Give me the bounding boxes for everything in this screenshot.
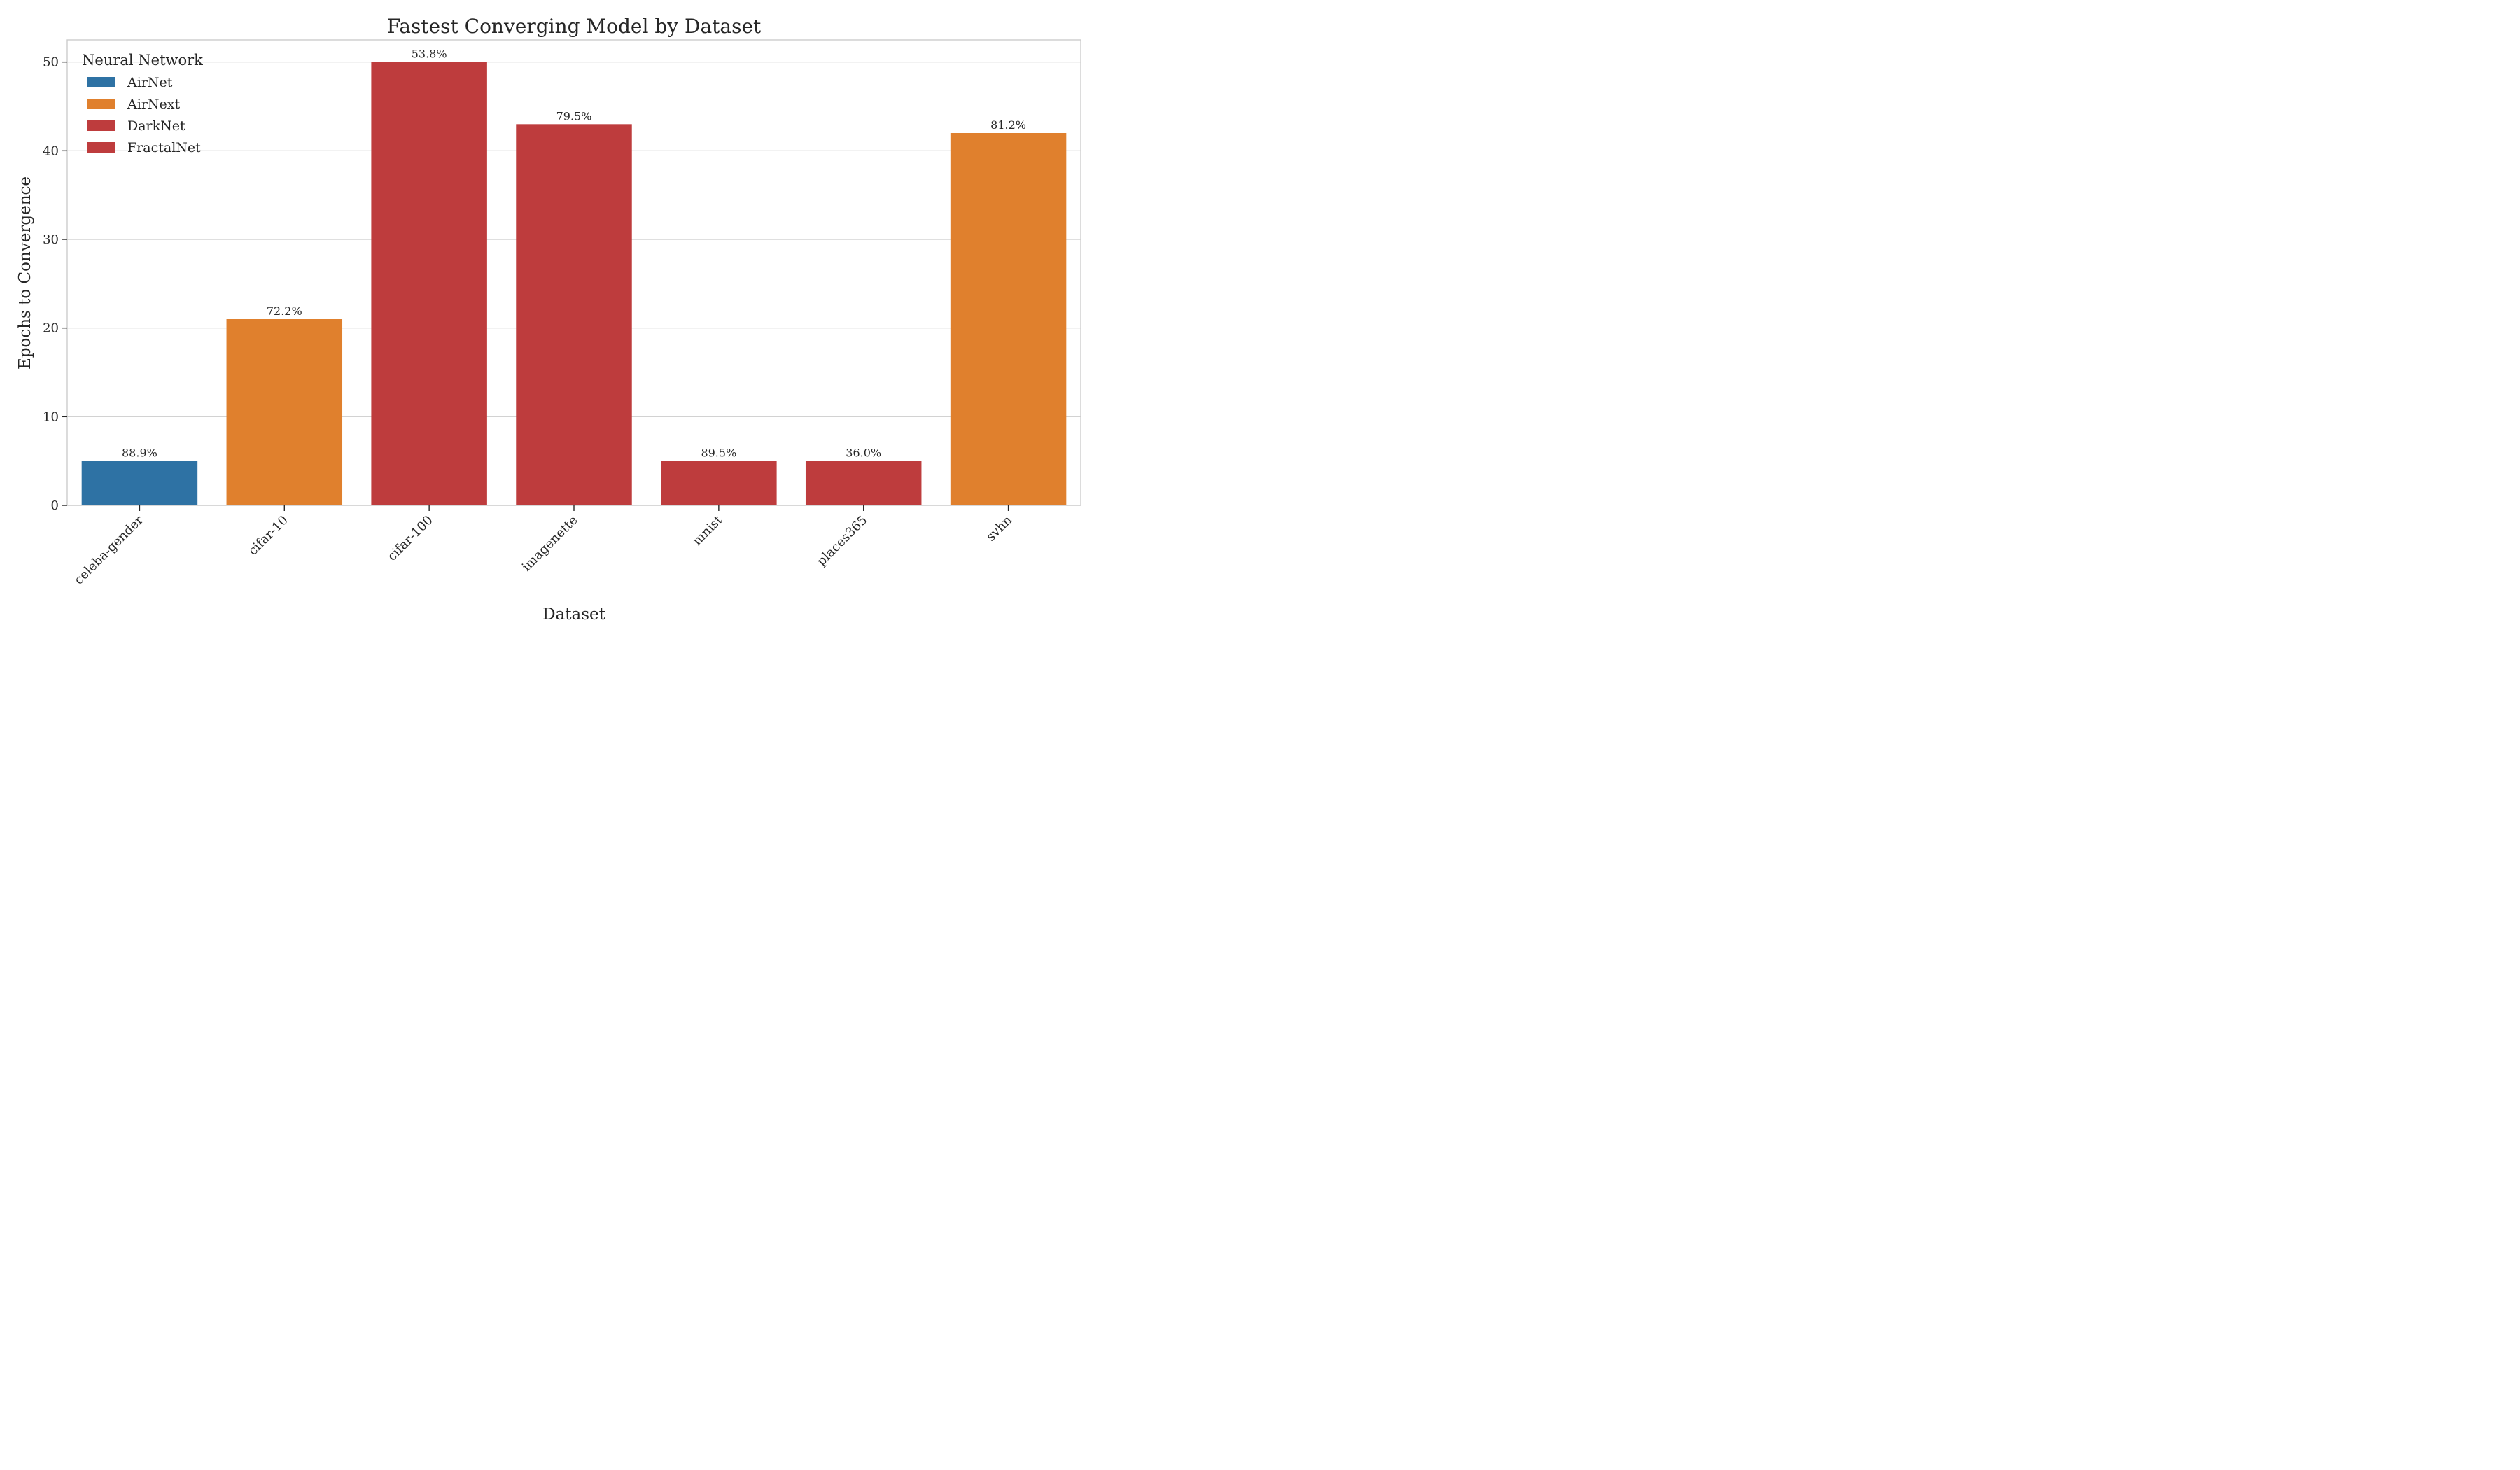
- legend-swatch-airnext: [87, 99, 115, 109]
- x-axis-ticks: celeba-gender cifar-10 cifar-100 imagenette…: [71, 505, 1015, 587]
- legend: Neural Network AirNet AirNext DarkNet Fract…: [82, 52, 203, 155]
- x-tick-label-svhn: svhn: [983, 512, 1015, 544]
- bar-mnist: [661, 461, 777, 505]
- x-tick-label-places365: places365: [814, 513, 870, 569]
- bar-label-mnist: 89.5%: [701, 447, 736, 460]
- y-tick-label-4: 40: [43, 144, 59, 158]
- bar-label-cifar-10: 72.2%: [267, 304, 302, 318]
- y-tick-label-0: 0: [51, 498, 59, 513]
- y-tick-label-2: 20: [43, 321, 59, 336]
- legend-entries: AirNet AirNext DarkNet FractalNet: [87, 75, 201, 155]
- legend-label-darknet: DarkNet: [127, 118, 186, 134]
- bar-cifar-100: [371, 62, 487, 505]
- y-tick-label-5: 50: [43, 55, 59, 70]
- bar-svhn: [950, 133, 1067, 505]
- bar-cifar-10: [226, 319, 343, 505]
- x-tick-label-mnist: mnist: [690, 512, 726, 548]
- legend-label-airnext: AirNext: [127, 97, 180, 112]
- x-tick-label-celeba-gender: celeba-gender: [71, 512, 146, 587]
- bar-label-imagenette: 79.5%: [556, 109, 592, 122]
- bar-imagenette: [516, 124, 632, 506]
- x-axis-label: Dataset: [542, 606, 606, 624]
- bar-label-celeba-gender: 88.9%: [122, 447, 158, 460]
- chart-title: Fastest Converging Model by Dataset: [387, 15, 762, 38]
- bar-label-svhn: 81.2%: [990, 118, 1026, 132]
- bar-label-places365: 36.0%: [846, 447, 881, 460]
- y-tick-label-3: 30: [43, 232, 59, 247]
- legend-swatch-fractalnet: [87, 142, 115, 153]
- y-axis-label: Epochs to Convergence: [16, 176, 34, 370]
- y-axis-ticks: 0 10 20 30 40 50: [43, 55, 67, 513]
- bar-places365: [805, 461, 922, 505]
- legend-label-airnet: AirNet: [127, 75, 173, 90]
- x-tick-label-cifar-100: cifar-100: [385, 513, 436, 564]
- bar-celeba-gender: [81, 461, 198, 505]
- bar-label-cifar-100: 53.8%: [412, 48, 447, 61]
- bar-labels: 88.9% 72.2% 53.8% 79.5% 89.5% 36.0% 81.2%: [122, 48, 1026, 460]
- x-tick-label-imagenette: imagenette: [519, 513, 581, 575]
- legend-swatch-darknet: [87, 120, 115, 131]
- y-tick-label-1: 10: [43, 410, 59, 424]
- legend-swatch-airnet: [87, 77, 115, 88]
- bars: [81, 62, 1067, 506]
- bar-chart: Fastest Converging Model by Dataset 88.9…: [16, 15, 1082, 624]
- legend-title: Neural Network: [82, 52, 203, 69]
- legend-label-fractalnet: FractalNet: [127, 140, 201, 155]
- x-tick-label-cifar-10: cifar-10: [246, 513, 291, 559]
